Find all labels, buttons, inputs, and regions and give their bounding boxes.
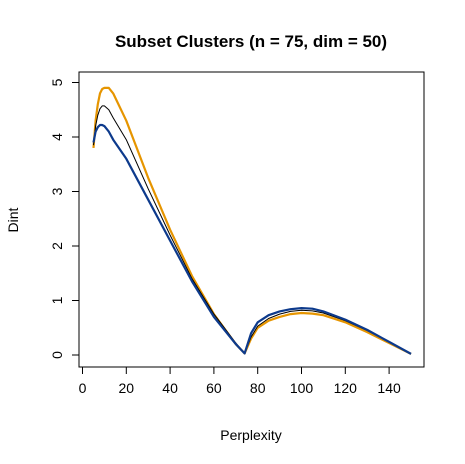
x-tick-label: 60: [206, 380, 222, 396]
y-tick-label: 3: [49, 187, 65, 195]
x-tick-label: 140: [377, 380, 401, 396]
chart-title: Subset Clusters (n = 75, dim = 50): [115, 32, 387, 51]
series-line-1: [92, 86, 412, 355]
x-tick-label: 40: [162, 380, 178, 396]
x-tick-label: 80: [250, 380, 266, 396]
y-axis: 0 1 2 3 4 5: [49, 78, 80, 359]
y-tick-label: 1: [49, 296, 65, 304]
y-tick-label: 0: [49, 351, 65, 359]
y-tick-label: 4: [49, 133, 65, 141]
x-tick-label: 20: [119, 380, 135, 396]
x-tick-label: 100: [290, 380, 314, 396]
series-line-3: [92, 123, 412, 355]
y-tick-label: 5: [49, 78, 65, 86]
series-layer: [92, 86, 412, 355]
series-line-2: [93, 105, 412, 355]
y-axis-label: Dint: [5, 207, 21, 232]
x-axis-label: Perplexity: [220, 427, 281, 443]
x-tick-label: 0: [79, 380, 87, 396]
x-axis: 0 20 40 60 80 100 120 140: [79, 366, 401, 396]
y-tick-label: 2: [49, 242, 65, 250]
plot-area-frame: [78, 71, 425, 368]
x-tick-label: 120: [334, 380, 358, 396]
